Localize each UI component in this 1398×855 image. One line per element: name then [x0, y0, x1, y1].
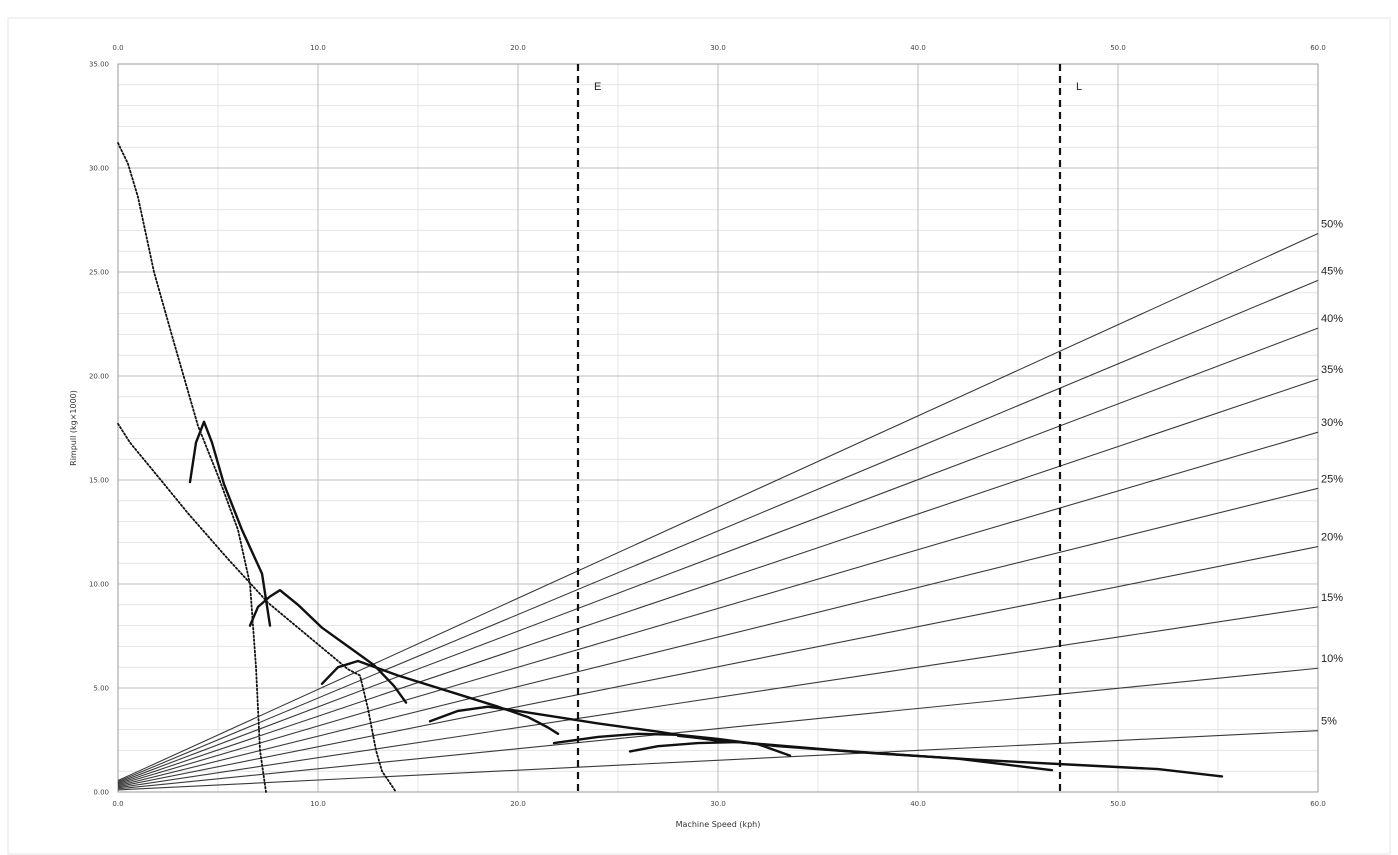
y-tick-label: 30.00 — [89, 165, 109, 173]
rimpull-curve — [248, 589, 408, 704]
y-tick-label: 35.00 — [89, 61, 109, 69]
speed-marker-label: L — [1076, 81, 1082, 93]
grade-label: 10% — [1321, 653, 1343, 665]
grade-label: 45% — [1321, 265, 1343, 277]
grade-label: 5% — [1321, 716, 1337, 728]
grade-line — [117, 667, 1319, 790]
grade-line — [117, 546, 1319, 788]
y-tick-label: 25.00 — [89, 269, 109, 277]
grade-line — [117, 279, 1319, 783]
speed-marker-label: E — [594, 81, 601, 93]
x-top-tick-label: 60.0 — [1310, 44, 1326, 52]
x-axis-bottom-ticks: 0.0 10.0 20.0 30.0 40.0 50.0 60.0 — [112, 800, 1325, 808]
y-tick-label: 20.00 — [89, 373, 109, 381]
x-tick-label: 0.0 — [112, 800, 123, 808]
plot-area-border — [117, 63, 1319, 793]
x-axis-top-ticks: 0.0 10.0 20.0 30.0 40.0 50.0 60.0 — [112, 44, 1325, 52]
grade-label: 25% — [1321, 473, 1343, 485]
y-axis-ticks: 0.00 5.00 10.00 15.00 20.00 25.00 30.00 35.00 — [89, 61, 109, 797]
grade-line — [117, 730, 1319, 791]
x-top-tick-label: 40.0 — [910, 44, 926, 52]
grade-line — [117, 378, 1319, 785]
grade-line — [117, 606, 1319, 789]
retarder-curve — [117, 142, 267, 793]
grade-line — [117, 431, 1319, 786]
x-tick-label: 40.0 — [910, 800, 926, 808]
chart-frame — [7, 17, 1391, 855]
x-top-tick-label: 20.0 — [510, 44, 526, 52]
grade-lines: 5% 10% 15% 20% 25% 30% 35% 40% 45% 50% — [117, 219, 1343, 791]
grade-label: 15% — [1321, 592, 1343, 604]
x-top-tick-label: 0.0 — [112, 44, 123, 52]
y-tick-label: 0.00 — [93, 789, 109, 797]
x-top-tick-label: 10.0 — [310, 44, 326, 52]
y-tick-label: 10.00 — [89, 581, 109, 589]
x-tick-label: 10.0 — [310, 800, 326, 808]
retarder-curve — [117, 422, 397, 793]
x-axis-title: Machine Speed (kph) — [676, 820, 761, 829]
rimpull-curve — [188, 420, 272, 627]
rimpull-curves — [188, 420, 1224, 778]
grade-line — [117, 233, 1319, 782]
y-tick-label: 15.00 — [89, 477, 109, 485]
grade-label: 50% — [1321, 219, 1343, 231]
x-tick-label: 60.0 — [1310, 800, 1326, 808]
grade-line — [117, 327, 1319, 784]
grade-line — [117, 487, 1319, 787]
grade-label: 40% — [1321, 313, 1343, 325]
rimpull-curve — [676, 734, 1224, 778]
y-axis-title: Rimpull (kg×1000) — [69, 390, 78, 466]
x-tick-label: 50.0 — [1110, 800, 1126, 808]
x-top-tick-label: 30.0 — [710, 44, 726, 52]
x-top-tick-label: 50.0 — [1110, 44, 1126, 52]
retarder-curves — [117, 142, 397, 793]
grade-label: 30% — [1321, 417, 1343, 429]
grade-label: 35% — [1321, 364, 1343, 376]
grade-label: 20% — [1321, 532, 1343, 544]
x-tick-label: 30.0 — [710, 800, 726, 808]
x-tick-label: 20.0 — [510, 800, 526, 808]
rimpull-curve — [320, 659, 560, 735]
y-tick-label: 5.00 — [93, 685, 109, 693]
